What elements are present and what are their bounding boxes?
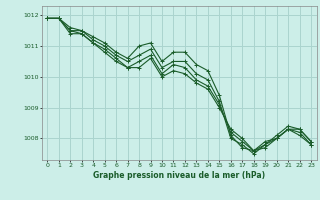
X-axis label: Graphe pression niveau de la mer (hPa): Graphe pression niveau de la mer (hPa)	[93, 171, 265, 180]
